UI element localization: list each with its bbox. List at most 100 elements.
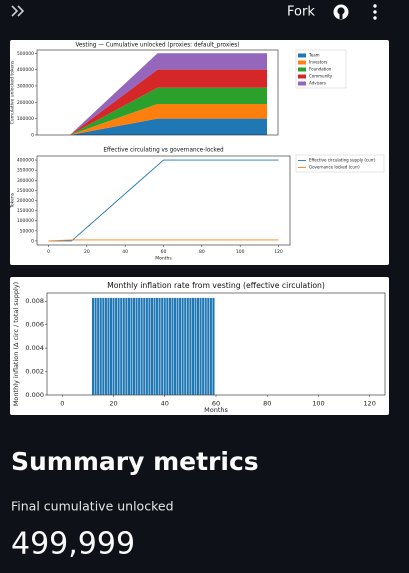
bar <box>201 297 205 396</box>
bar <box>181 297 185 396</box>
bar <box>163 297 167 396</box>
bar <box>106 297 110 396</box>
y-axis-label: Tokens <box>10 192 16 209</box>
bar <box>122 297 126 396</box>
y-tick-label: 350000 <box>17 168 34 174</box>
bar <box>124 297 128 396</box>
legend-swatch <box>298 53 306 58</box>
bar <box>191 297 195 396</box>
y-tick-label: 0 <box>31 238 34 244</box>
y-tick-label: 0 <box>31 133 34 139</box>
legend-swatch <box>298 81 306 86</box>
bar <box>135 297 139 396</box>
y-tick-label: 500000 <box>17 51 34 57</box>
bar <box>130 297 133 396</box>
bar <box>199 297 203 396</box>
bar <box>94 297 98 396</box>
github-icon[interactable] <box>333 4 349 20</box>
area <box>47 87 268 135</box>
menu-button[interactable] <box>373 4 377 20</box>
chart-title: Monthly inflation rate from vesting (eff… <box>107 281 325 290</box>
metric-label: Final cumulative unlocked <box>11 499 174 514</box>
bar <box>204 297 208 396</box>
fork-button[interactable]: Fork <box>287 5 315 20</box>
line <box>48 239 279 242</box>
bar <box>211 297 215 396</box>
legend-swatch <box>298 74 306 79</box>
y-tick-label: 0.006 <box>25 321 44 329</box>
bar <box>127 297 131 396</box>
area <box>47 103 268 135</box>
x-tick-label: 0 <box>47 249 50 255</box>
x-tick-label: 40 <box>161 400 169 408</box>
x-tick-label: 20 <box>109 400 117 408</box>
x-tick-label: 60 <box>212 400 220 408</box>
y-tick-label: 400000 <box>17 158 34 164</box>
y-tick-label: 100000 <box>17 218 34 224</box>
legend-box <box>295 154 385 173</box>
y-axis-label: Monthly inflation (Δ circ / total supply… <box>12 282 20 406</box>
y-tick-label: 0.002 <box>25 368 44 376</box>
y-axis-label: Cumulative unlocked tokens <box>10 60 16 124</box>
bar <box>170 297 174 396</box>
bar <box>153 297 157 396</box>
bar <box>147 297 151 396</box>
y-tick-label: 0.008 <box>25 297 44 305</box>
y-tick-label: 250000 <box>17 188 34 194</box>
legend-label: Advisors <box>309 81 326 86</box>
bar <box>194 297 197 396</box>
bar <box>137 297 141 396</box>
y-tick-label: 0.004 <box>25 344 44 352</box>
bar <box>155 297 159 396</box>
line <box>48 159 279 242</box>
bar <box>99 297 103 396</box>
x-tick-label: 120 <box>274 249 283 255</box>
sidebar-toggle[interactable] <box>11 5 25 17</box>
legend-swatch <box>298 67 306 72</box>
y-tick-label: 50000 <box>20 228 34 234</box>
y-tick-label: 300000 <box>17 178 34 184</box>
bar <box>206 297 210 396</box>
y-tick-label: 0.000 <box>25 391 44 399</box>
x-tick-label: 20 <box>84 249 90 255</box>
bar <box>186 297 190 396</box>
bar <box>114 297 118 396</box>
area <box>47 69 268 135</box>
bar <box>176 297 180 396</box>
x-tick-label: 100 <box>236 249 245 255</box>
bar <box>158 297 162 396</box>
bar <box>142 297 146 396</box>
bar <box>178 297 182 396</box>
bar <box>150 297 154 396</box>
x-tick-label: 0 <box>60 400 64 408</box>
x-tick-label: 80 <box>263 400 271 408</box>
bar <box>96 297 100 396</box>
legend-label: Investors <box>309 60 327 65</box>
legend-swatch <box>298 60 306 65</box>
bar <box>165 297 169 396</box>
chart-title: Vesting — Cumulative unlocked (proxies: … <box>75 43 239 49</box>
y-tick-label: 100000 <box>17 116 34 122</box>
x-tick-label: 60 <box>161 249 167 255</box>
legend-label: Effective circulating supply (curr) <box>309 158 376 163</box>
legend-label: Foundation <box>309 67 332 72</box>
bar <box>101 297 105 396</box>
section-title: Summary metrics <box>11 447 259 476</box>
bar <box>140 297 144 396</box>
y-tick-label: 400000 <box>17 67 34 73</box>
y-tick-label: 200000 <box>17 100 34 106</box>
x-axis-label: Months <box>155 256 172 262</box>
area <box>47 118 268 135</box>
y-tick-label: 300000 <box>17 83 34 89</box>
bar <box>183 297 187 396</box>
bar <box>168 297 172 396</box>
bar <box>112 297 116 396</box>
bar <box>117 297 121 396</box>
x-tick-label: 120 <box>363 400 375 408</box>
x-tick-label: 40 <box>122 249 128 255</box>
legend-label: Governance locked (curr) <box>309 165 360 170</box>
bar <box>119 297 123 396</box>
y-tick-label: 200000 <box>17 198 34 204</box>
bar <box>196 297 200 396</box>
